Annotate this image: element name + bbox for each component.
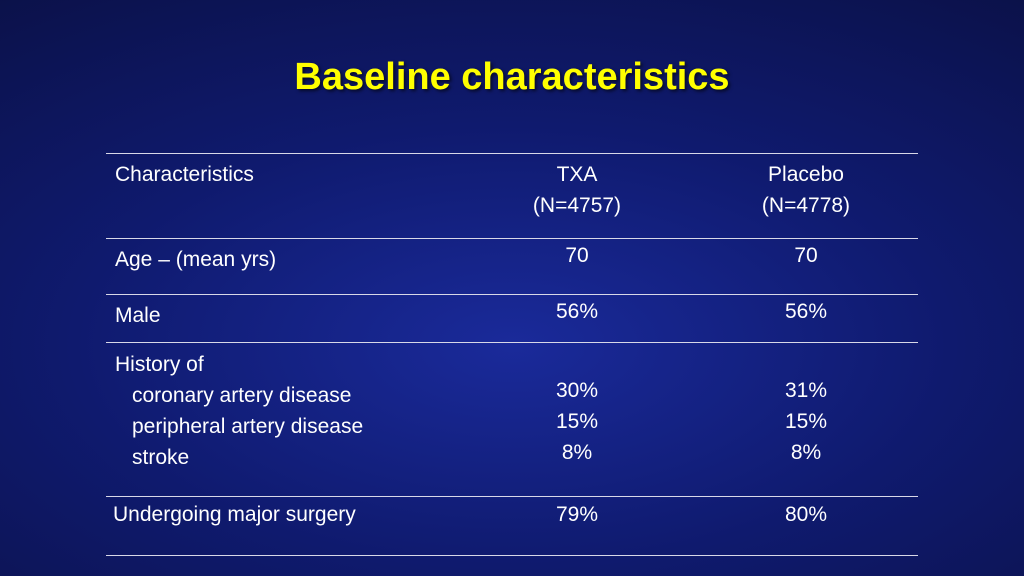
header-characteristics: Characteristics [115,163,254,186]
row-history-txa: 30% 15% 8% [477,375,677,468]
row-history-cad-label: coronary artery disease [132,384,352,407]
table-rule-top [106,153,918,154]
row-history-label: History of [115,353,204,376]
row-history-pad-txa: 15% [555,410,599,433]
table-rule-male [106,342,918,343]
row-surgery-placebo: 80% [784,503,828,526]
row-history-stroke-txa: 8% [561,441,593,464]
row-surgery-label: Undergoing major surgery [113,503,356,526]
table-rule-bottom [106,555,918,556]
row-age-label: Age – (mean yrs) [115,248,277,271]
row-history-stroke-placebo: 8% [790,441,822,464]
row-male-txa: 56% [555,300,599,323]
slide-title: Baseline characteristics [294,56,730,98]
row-history-stroke-label: stroke [132,446,190,469]
header-txa-name: TXA [556,163,598,186]
row-history-pad-label: peripheral artery disease [132,415,364,438]
row-history-pad-placebo: 15% [784,410,828,433]
row-age-txa: 70 [565,244,589,267]
row-history-cad-txa: 30% [555,379,599,402]
row-male-placebo: 56% [784,300,828,323]
table-rule-history [106,496,918,497]
header-placebo: Placebo (N=4778) [706,159,906,221]
row-age-placebo: 70 [794,244,818,267]
row-surgery-txa: 79% [555,503,599,526]
header-placebo-name: Placebo [768,163,844,186]
row-history-labels: History of coronary artery disease perip… [115,349,363,473]
table-rule-header [106,238,918,239]
row-history-placebo: 31% 15% 8% [706,375,906,468]
row-history-cad-placebo: 31% [784,379,828,402]
header-txa-n: (N=4757) [532,194,622,217]
table-rule-age [106,294,918,295]
row-male-label: Male [115,304,161,327]
header-txa: TXA (N=4757) [477,159,677,221]
header-placebo-n: (N=4778) [761,194,851,217]
